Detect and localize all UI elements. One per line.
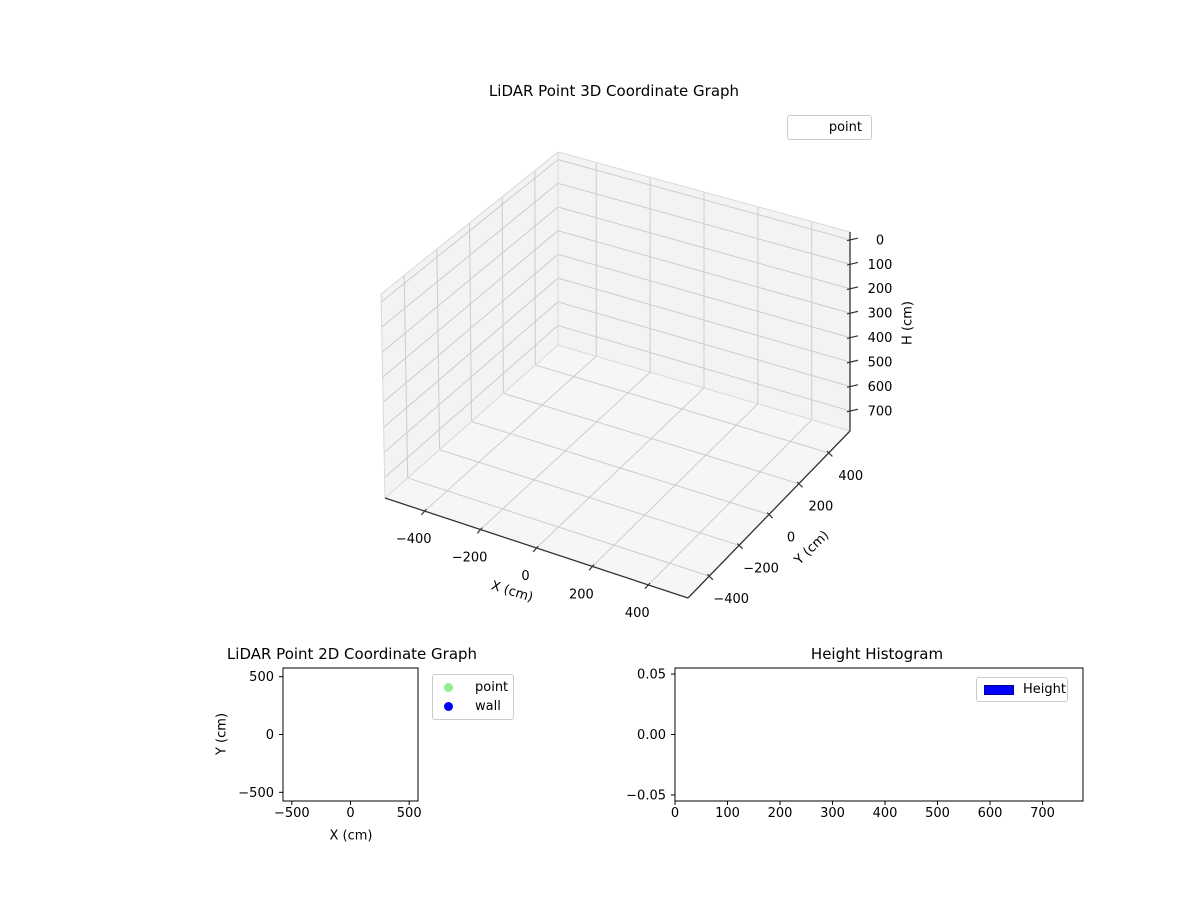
- x-tick-label: 200: [768, 806, 793, 821]
- x-tick-label: −500: [274, 806, 310, 821]
- plot2d-axes: −500 0 500 500 0 −500: [238, 667, 422, 821]
- plot2d-legend: point wall: [432, 674, 514, 720]
- plot3d-zlabel: H (cm): [900, 301, 916, 345]
- y-tick-label: −0.05: [626, 788, 666, 803]
- z-tick-label: 0: [876, 233, 884, 248]
- x-tick-label: 300: [820, 806, 845, 821]
- x-tick-label: 100: [715, 806, 740, 821]
- legend-entry-height: Height: [977, 680, 1067, 699]
- point-marker-icon: [444, 683, 453, 692]
- y-tick-label: −200: [743, 561, 779, 576]
- z-tick-label: 600: [868, 380, 893, 395]
- y-tick-label: 500: [249, 670, 274, 685]
- plot2d-ylabel: Y (cm): [214, 712, 230, 756]
- z-tick-label: 100: [868, 258, 893, 273]
- hist-title: Height Histogram: [810, 645, 944, 663]
- legend-label: point: [828, 120, 862, 135]
- x-tick-label: 500: [397, 806, 422, 821]
- x-tick-label: 400: [625, 606, 650, 621]
- legend-entry-point: point: [788, 118, 871, 137]
- x-tick-label: 0: [521, 569, 529, 584]
- y-tick-label: 0: [266, 728, 274, 743]
- x-tick-label: 600: [978, 806, 1003, 821]
- x-tick-label: 500: [925, 806, 950, 821]
- z-tick-label: 500: [868, 356, 893, 371]
- y-tick-label: 0.00: [637, 728, 666, 743]
- legend-entry-wall: wall: [433, 697, 513, 716]
- z-tick-label: 300: [868, 307, 893, 322]
- y-tick-label: 200: [808, 500, 833, 515]
- z-tick-label: 200: [868, 282, 893, 297]
- z-tick-label: 400: [868, 331, 893, 346]
- plot2d-xlabel: X (cm): [329, 828, 373, 844]
- y-tick-label: 0.05: [637, 668, 666, 683]
- x-tick-label: −400: [396, 532, 432, 547]
- plot2d-title: LiDAR Point 2D Coordinate Graph: [226, 645, 478, 663]
- x-tick-label: 200: [569, 587, 594, 602]
- y-tick-label: −400: [713, 592, 749, 607]
- plot3d-legend: point: [787, 115, 872, 140]
- y-tick-label: 0: [787, 531, 795, 546]
- legend-label: wall: [475, 699, 501, 714]
- x-tick-label: 400: [873, 806, 898, 821]
- height-swatch-icon: [984, 684, 1014, 695]
- legend-label: Height: [1023, 682, 1066, 697]
- z-tick-label: 700: [868, 404, 893, 419]
- plot3d-axes: −400 −200 0 200 400 −400 −200 0 200 400 0 100 200 300…: [380, 151, 893, 621]
- legend-label: point: [475, 680, 509, 695]
- x-tick-label: 700: [1030, 806, 1055, 821]
- wall-marker-icon: [444, 702, 453, 711]
- x-tick-label: 0: [346, 806, 354, 821]
- hist-legend: Height: [976, 677, 1068, 702]
- x-tick-label: −200: [452, 551, 488, 566]
- y-tick-label: 400: [838, 469, 863, 484]
- y-tick-label: −500: [238, 786, 274, 801]
- legend-entry-point: point: [433, 678, 513, 697]
- x-tick-label: 0: [671, 806, 679, 821]
- plot3d-title: LiDAR Point 3D Coordinate Graph: [488, 82, 740, 100]
